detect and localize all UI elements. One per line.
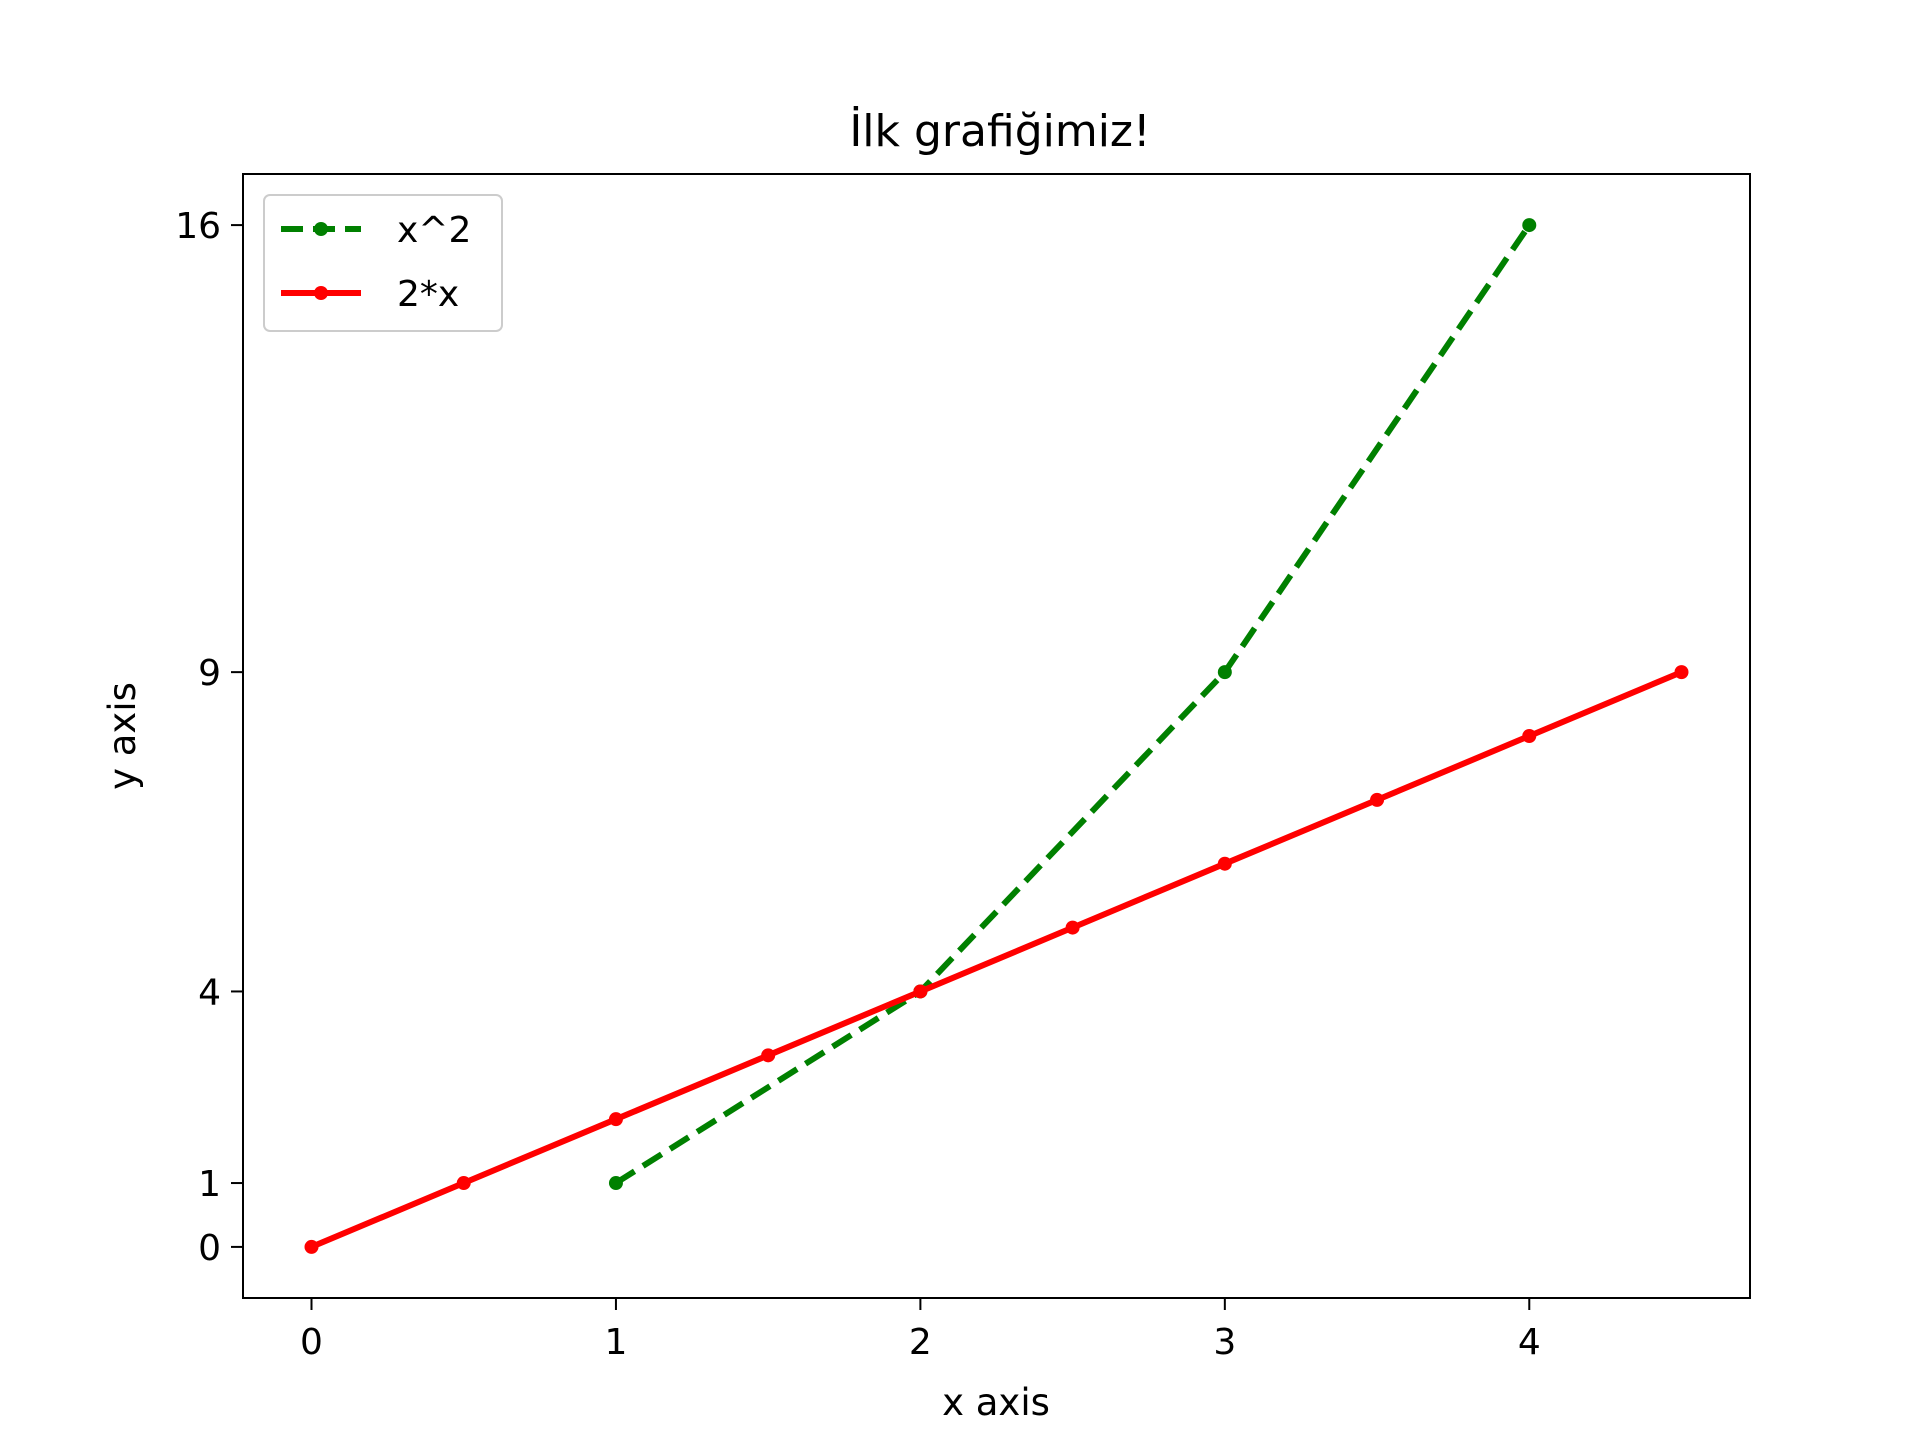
data-point — [1217, 665, 1232, 680]
y-axis-label: y axis — [101, 682, 144, 790]
data-point — [1522, 218, 1537, 233]
chart-title: İlk grafiğimiz! — [849, 105, 1150, 157]
plot-area — [242, 173, 1751, 1299]
series-line — [614, 223, 1532, 1186]
data-point — [1065, 920, 1080, 935]
y-tick-label: 9 — [198, 653, 221, 694]
legend-entries: x^2 2*x — [281, 210, 471, 315]
x-axis-ticks: 0 1 2 3 4 — [300, 1298, 1541, 1363]
series-line — [310, 669, 1683, 1250]
legend-label: 2*x — [397, 274, 459, 315]
data-point — [304, 1239, 319, 1254]
x-tick-label: 1 — [604, 1322, 627, 1363]
data-point — [913, 984, 928, 999]
data-point — [608, 1112, 623, 1127]
y-axis-ticks: 0 1 4 9 16 — [175, 206, 243, 1269]
series-layer — [304, 218, 1689, 1254]
legend-swatch-marker — [314, 222, 328, 236]
y-tick-label: 4 — [198, 972, 221, 1013]
data-point — [1522, 729, 1537, 743]
x-tick-label: 2 — [909, 1322, 932, 1363]
x-tick-label: 4 — [1518, 1322, 1541, 1363]
data-point — [761, 1048, 776, 1063]
data-point — [1217, 856, 1232, 871]
x-axis-label: x axis — [942, 1381, 1050, 1424]
y-tick-label: 1 — [198, 1164, 221, 1205]
data-point — [608, 1176, 623, 1191]
legend-label: x^2 — [397, 210, 471, 251]
data-point — [1674, 665, 1689, 680]
x-tick-label: 0 — [300, 1322, 323, 1363]
data-point — [456, 1176, 471, 1191]
series-2 — [304, 665, 1689, 1254]
data-point — [1370, 792, 1385, 807]
legend-swatch-marker — [314, 286, 328, 300]
y-tick-label: 0 — [198, 1228, 221, 1269]
x-tick-label: 3 — [1213, 1322, 1236, 1363]
y-tick-label: 16 — [175, 206, 221, 247]
legend: x^2 2*x — [263, 194, 503, 332]
